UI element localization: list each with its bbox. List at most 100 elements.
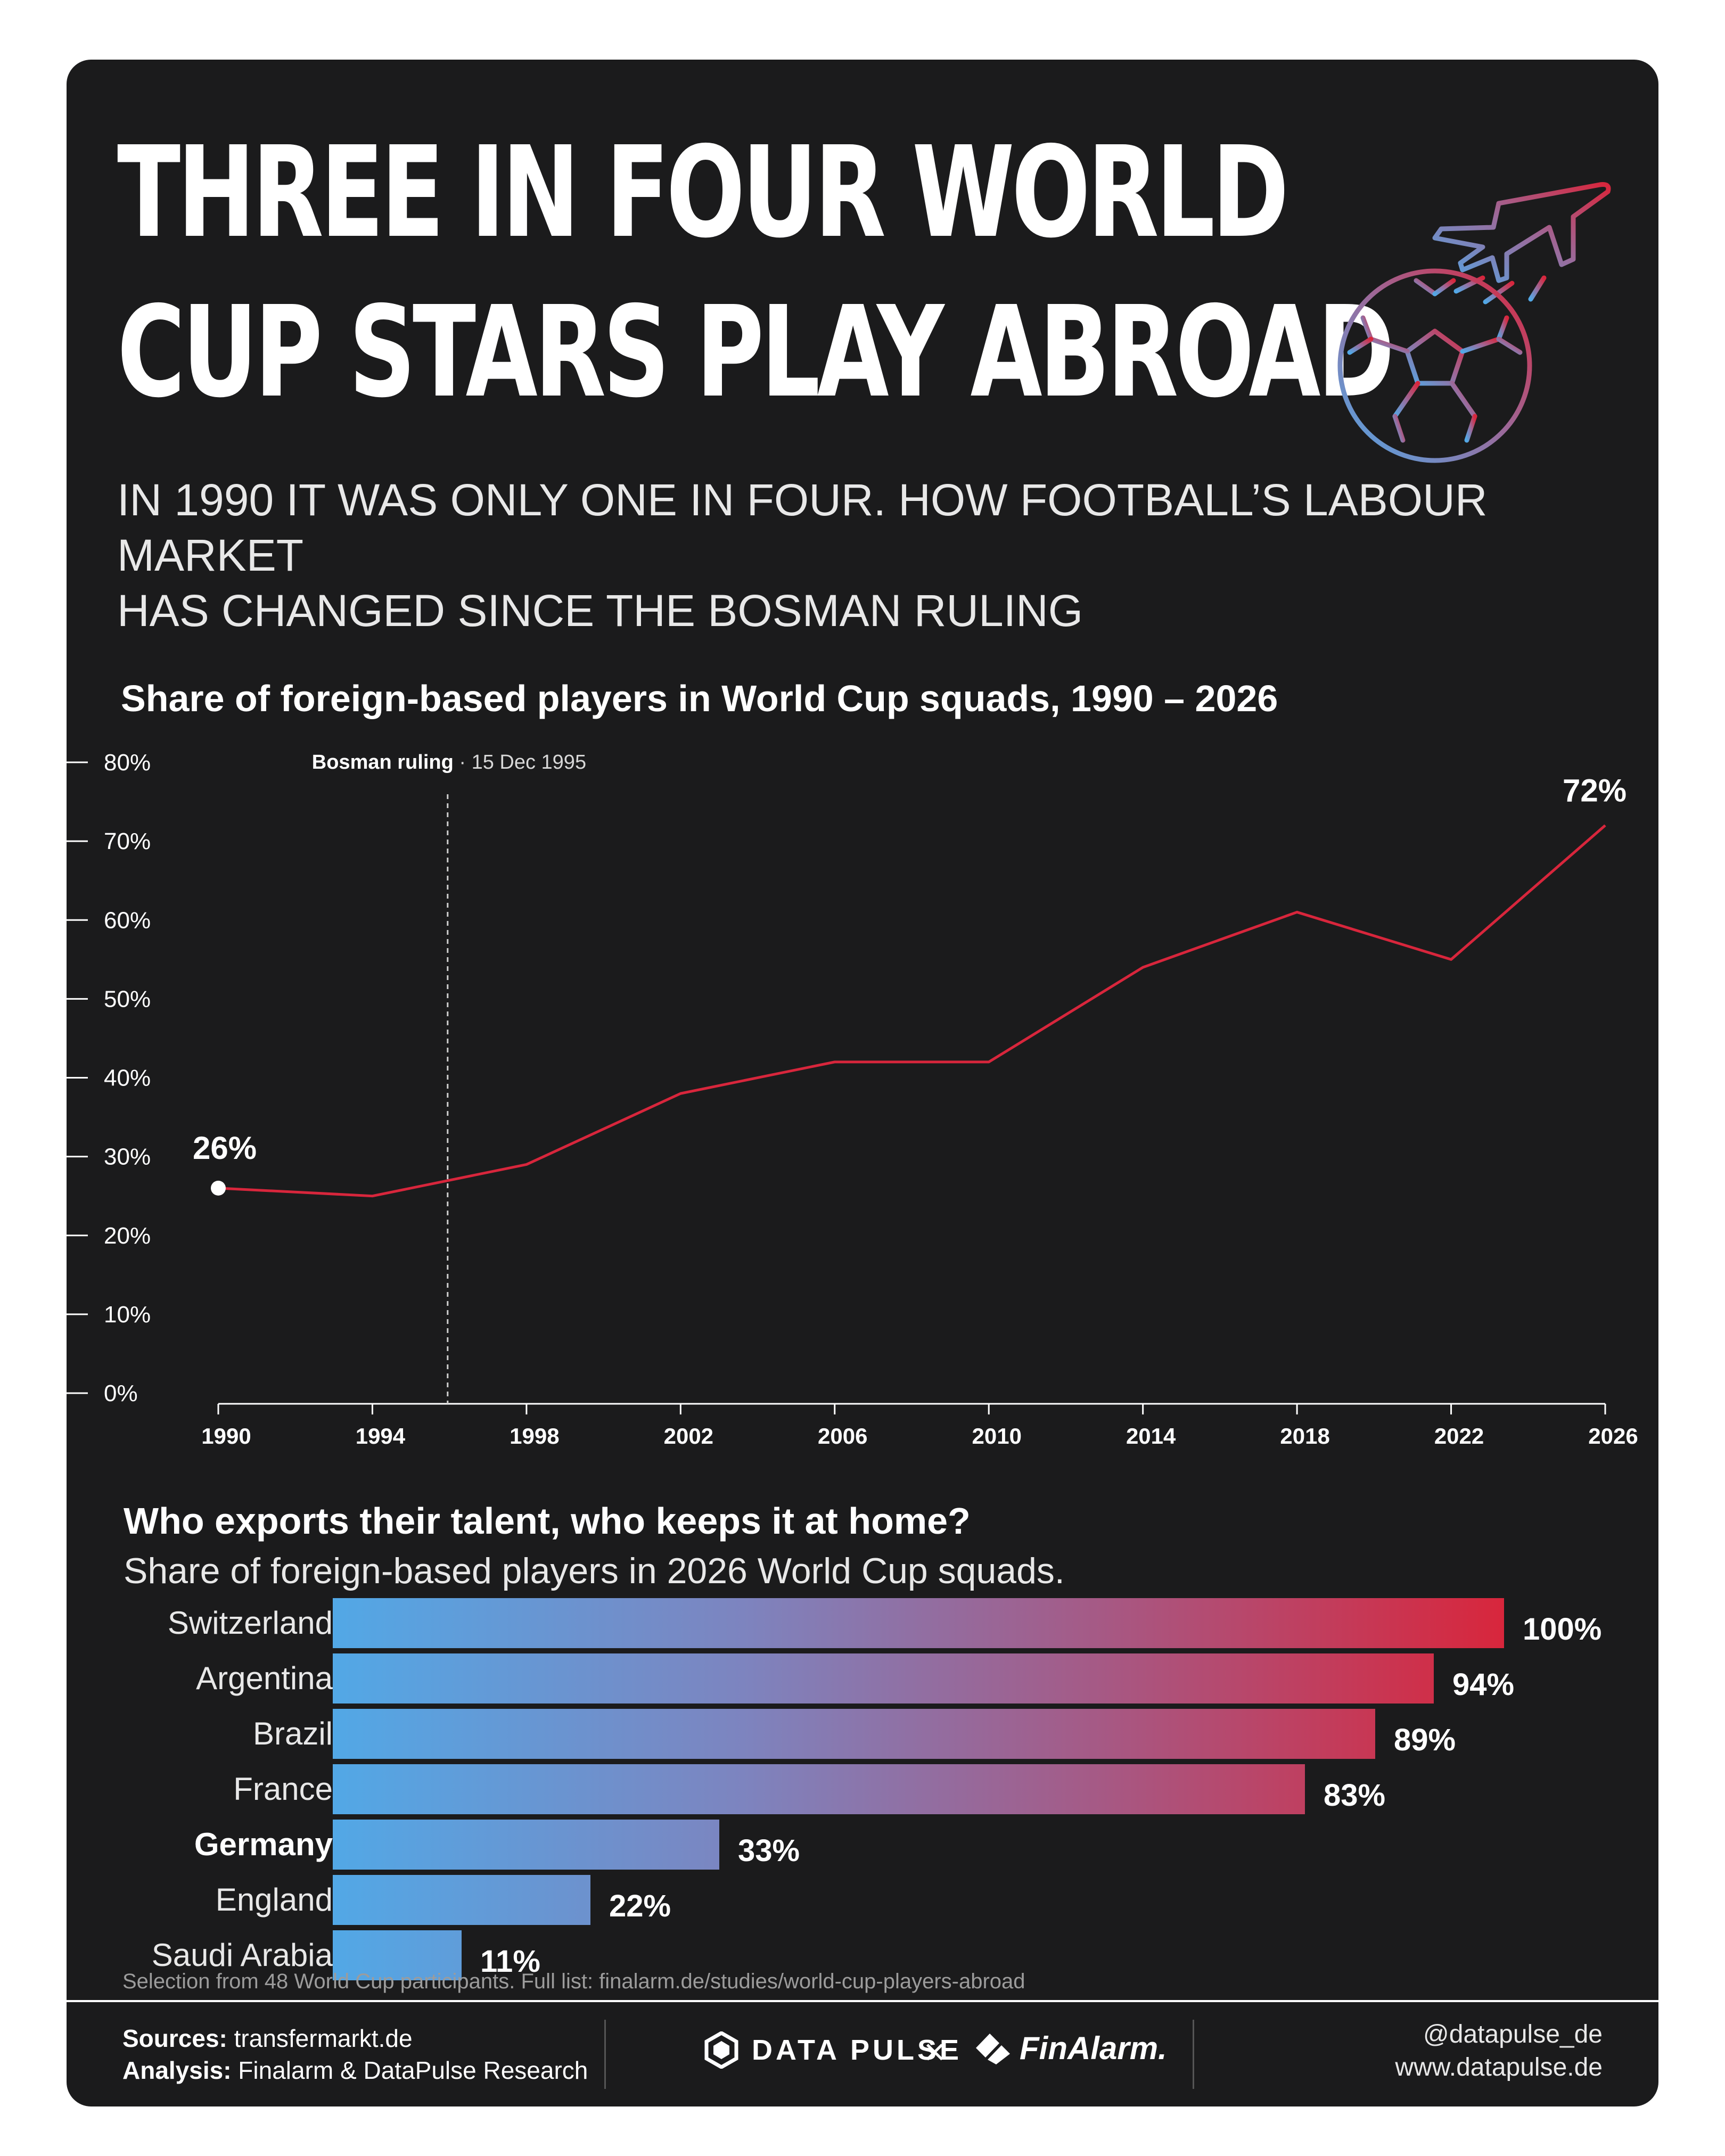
sources-label: Sources: — [122, 2025, 227, 2052]
analysis-value: Finalarm & DataPulse Research — [231, 2056, 588, 2084]
finalarm-wordmark: FinAlarm. — [1020, 2030, 1167, 2066]
y-tick-label: 50% — [104, 986, 151, 1012]
x-tick-label: 1990 — [201, 1423, 251, 1449]
bar-gradient — [333, 1598, 1504, 1648]
bar-value-label: 33% — [738, 1833, 800, 1868]
y-tick-label: 0% — [104, 1380, 138, 1406]
bar-value-label: 89% — [1394, 1723, 1456, 1757]
bar — [333, 1820, 719, 1870]
bar-value-label: 11% — [480, 1944, 540, 1979]
title-line-1: THREE IN FOUR WORLD — [117, 119, 1289, 266]
y-axis: 0% 10% 20% 30% 40% 50% 60% 70% 80% — [67, 750, 151, 1406]
data-point — [211, 1180, 226, 1196]
bar — [333, 1764, 1305, 1814]
analysis-line: Analysis: Finalarm & DataPulse Research — [122, 2056, 588, 2085]
subtitle-line-1: IN 1990 IT WAS ONLY ONE IN FOUR. HOW FOO… — [117, 475, 1488, 580]
y-tick-label: 80% — [104, 750, 151, 776]
data-point — [1605, 825, 1606, 826]
bar-row: England 22% — [67, 1875, 1658, 1925]
bar-track: 22% — [333, 1875, 1504, 1925]
bar-value-label: 83% — [1324, 1778, 1386, 1813]
bar-category-label: Germany — [194, 1826, 333, 1862]
start-value-label: 26% — [193, 1130, 257, 1166]
bar-category-label: Argentina — [196, 1660, 333, 1696]
bar-row: Switzerland 100% — [67, 1598, 1658, 1648]
subtitle-line-2: HAS CHANGED SINCE THE BOSMAN RULING — [117, 586, 1083, 636]
datapulse-wordmark: DATA PULSE — [752, 2034, 962, 2066]
bar-value-label: 100% — [1523, 1612, 1602, 1647]
sources-value: transfermarkt.de — [227, 2025, 413, 2052]
bar-gradient — [333, 1875, 590, 1925]
series-line — [218, 824, 1606, 1198]
bosman-annotation: Bosman ruling · 15 Dec 1995 — [312, 751, 586, 1404]
data-point — [680, 1093, 681, 1094]
bar-category-label: France — [233, 1771, 333, 1807]
y-tick-label: 40% — [104, 1065, 151, 1091]
bar-category-label: Saudi Arabia — [151, 1937, 333, 1973]
bar — [333, 1930, 462, 1980]
page-title: THREE IN FOUR WORLD CUP STARS PLAY ABROA… — [117, 113, 1395, 432]
bar-category-label: Brazil — [252, 1716, 333, 1751]
end-value-label: 72% — [1563, 773, 1627, 809]
line-chart-title: Share of foreign-based players in World … — [121, 678, 1278, 719]
footnote: Selection from 48 World Cup participants… — [122, 1970, 1025, 1993]
brand-separator: × — [924, 2031, 946, 2072]
x-tick-label: 2026 — [1588, 1423, 1638, 1449]
datapulse-logo: DATA PULSE — [703, 2031, 962, 2069]
bar-gradient — [333, 1709, 1375, 1759]
bar-track: 33% — [333, 1820, 1504, 1870]
footer-divider — [67, 2000, 1658, 2002]
football-with-airplane-icon — [1337, 182, 1611, 463]
x-tick-label: 2014 — [1126, 1423, 1176, 1449]
bar — [333, 1598, 1504, 1648]
finalarm-mark-icon — [976, 2034, 1010, 2064]
bar-track: 94% — [333, 1653, 1514, 1704]
bar — [333, 1653, 1434, 1704]
x-tick-label: 2006 — [818, 1423, 867, 1449]
x-tick-label: 1998 — [510, 1423, 559, 1449]
y-tick-label: 30% — [104, 1144, 151, 1170]
page-subtitle: IN 1990 IT WAS ONLY ONE IN FOUR. HOW FOO… — [117, 472, 1634, 638]
data-point — [526, 1164, 527, 1165]
y-tick-label: 10% — [104, 1302, 151, 1328]
x-tick-label: 2010 — [972, 1423, 1022, 1449]
bar-track: 83% — [333, 1764, 1504, 1814]
bar-value-label: 94% — [1452, 1667, 1515, 1702]
bar-gradient — [333, 1930, 462, 1980]
y-tick-label: 70% — [104, 828, 151, 854]
bar — [333, 1709, 1375, 1759]
footer: Sources: transfermarkt.de Analysis: Fina… — [67, 2004, 1658, 2106]
x-tick-label: 2002 — [664, 1423, 713, 1449]
bar-gradient — [333, 1820, 719, 1870]
bar-category-label: England — [215, 1882, 333, 1918]
x-tick-label: 1994 — [356, 1423, 406, 1449]
bar — [333, 1875, 590, 1925]
title-line-2: CUP STARS PLAY ABROAD — [117, 279, 1395, 425]
y-tick-label: 20% — [104, 1223, 151, 1249]
website: www.datapulse.de — [1395, 2053, 1603, 2081]
footer-separator-right — [1193, 2020, 1194, 2089]
x-tick-label: 2022 — [1434, 1423, 1484, 1449]
x-axis: 1990 1994 1998 2002 2006 2010 2014 2018 2022 2026 — [201, 1403, 1638, 1449]
bar-chart-title: Who exports their talent, who keeps it a… — [124, 1500, 971, 1542]
bar-track: 11% — [333, 1930, 1504, 1980]
sources-line: Sources: transfermarkt.de — [122, 2024, 413, 2053]
bar-track: 89% — [333, 1709, 1504, 1759]
infographic-card: THREE IN FOUR WORLD CUP STARS PLAY ABROA… — [67, 60, 1658, 2106]
x-tick-label: 2018 — [1280, 1423, 1329, 1449]
bar-row: Argentina 94% — [67, 1653, 1658, 1704]
bar-row: Brazil 89% — [67, 1709, 1658, 1759]
finalarm-logo: FinAlarm. — [972, 2029, 1167, 2067]
bar-gradient — [333, 1653, 1434, 1704]
bar-row: France 83% — [67, 1764, 1658, 1814]
bar-value-label: 22% — [609, 1889, 671, 1923]
bar-chart: Switzerland 100% Argentina 94% Brazil 89% Fran… — [67, 1598, 1658, 2013]
line-chart: 0% 10% 20% 30% 40% 50% 60% 70% 80% 1990 1994 1998 2… — [67, 750, 1638, 1449]
bar-gradient — [333, 1764, 1305, 1814]
line-series: 26% 72% — [193, 773, 1627, 1198]
bar-track: 100% — [333, 1598, 1601, 1648]
footer-separator-left — [604, 2020, 606, 2089]
bosman-label-date: · 15 Dec 1995 — [454, 751, 586, 773]
data-point — [834, 1061, 835, 1063]
social-handle: @datapulse_de — [1423, 2020, 1603, 2048]
